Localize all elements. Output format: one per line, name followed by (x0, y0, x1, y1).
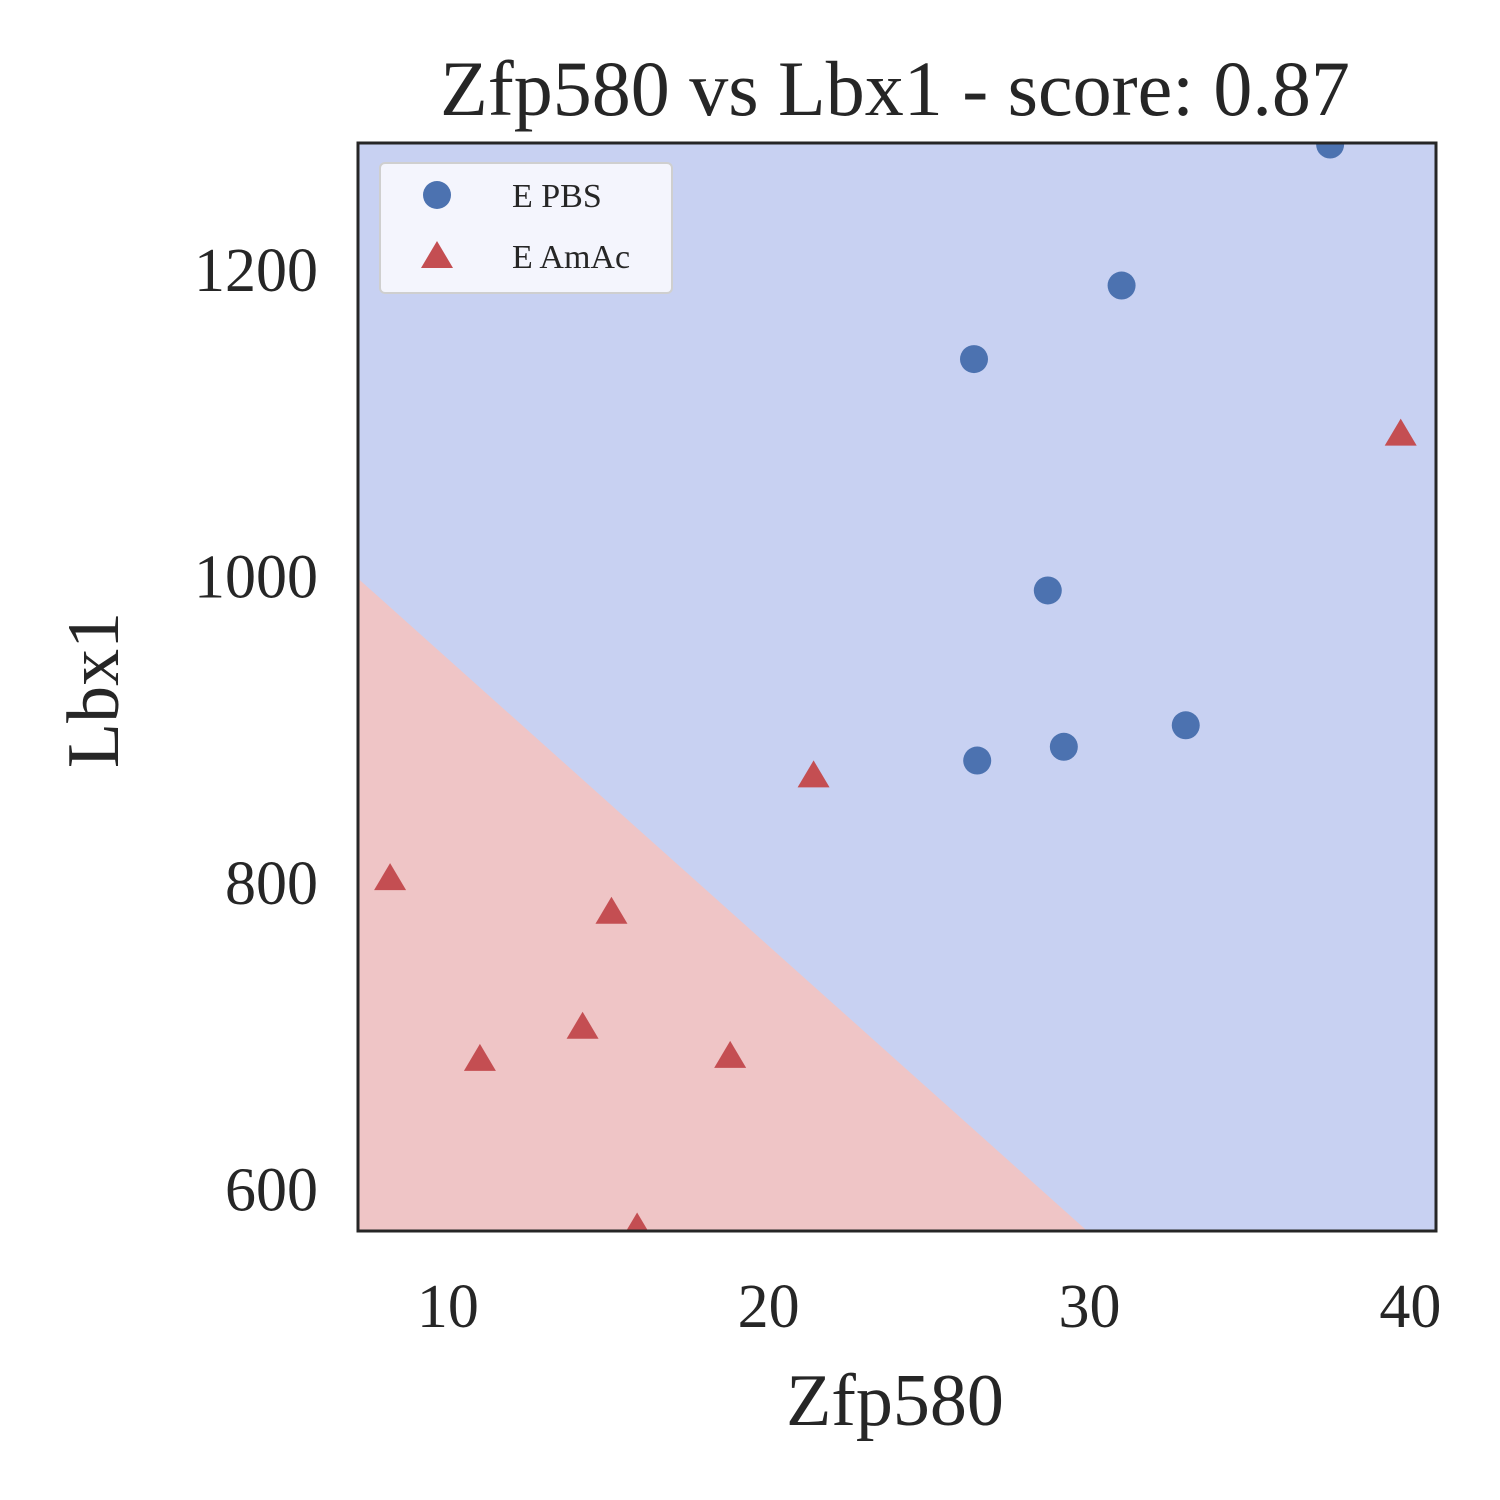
data-points (374, 143, 1417, 1231)
point-e-amac-2 (797, 760, 830, 788)
point-e-amac-4 (595, 896, 628, 924)
legend-box (379, 162, 673, 294)
legend-label-e-pbs: E PBS (512, 178, 602, 215)
y-tick-label-1200: 1200 (194, 237, 318, 305)
x-tick-label-40: 40 (1379, 1273, 1441, 1341)
legend-marker-e-pbs (423, 181, 451, 209)
point-e-pbs-3 (960, 345, 988, 374)
x-tick-label-20: 20 (738, 1273, 800, 1341)
x-tick-label-30: 30 (1059, 1273, 1121, 1341)
point-e-amac-6 (463, 1043, 496, 1071)
legend: E PBS E AmAc (379, 162, 673, 294)
point-e-amac-7 (714, 1040, 747, 1068)
y-axis-label: Lbx1 (53, 612, 135, 768)
point-e-amac-8 (626, 1212, 649, 1231)
point-e-pbs-4 (1033, 576, 1062, 605)
point-e-pbs-7 (963, 746, 992, 775)
point-e-pbs-1 (1316, 143, 1345, 159)
point-e-pbs-2 (1107, 271, 1136, 300)
point-e-amac-5 (566, 1011, 599, 1039)
point-e-amac-1 (1384, 418, 1417, 446)
legend-label-e-amac: E AmAc (512, 239, 630, 276)
decision-regions (358, 143, 1436, 1231)
region-e-amac (358, 578, 1088, 1231)
x-axis-ticks: 10 20 30 40 (417, 1273, 1442, 1341)
y-tick-label-600: 600 (225, 1157, 318, 1225)
point-e-pbs-6 (1049, 732, 1078, 761)
plot-frame (356, 141, 1438, 1233)
point-e-pbs-5 (1171, 711, 1200, 740)
legend-marker-e-amac (421, 241, 453, 268)
x-axis-label: Zfp580 (786, 1360, 1004, 1442)
x-tick-label-10: 10 (417, 1273, 479, 1341)
y-tick-label-800: 800 (225, 850, 318, 918)
chart-title: Zfp580 vs Lbx1 - score: 0.87 (440, 45, 1350, 132)
y-tick-label-1000: 1000 (194, 544, 318, 612)
y-axis-ticks: 600 800 1000 1200 (194, 237, 318, 1224)
point-e-amac-3 (374, 863, 407, 891)
